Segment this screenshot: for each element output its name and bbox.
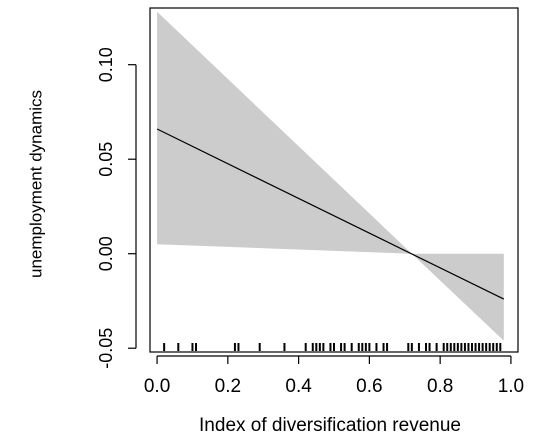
fitted-line-0: [156, 128, 505, 300]
rug-layer: [163, 343, 502, 351]
y-tick-label-0: -0.05: [96, 328, 116, 369]
x-tick-label-5: 1.0: [498, 376, 524, 397]
x-tick-label-0: 0.0: [144, 376, 170, 397]
y-tick-label-3: 0.10: [96, 47, 116, 82]
plot-box: [149, 7, 519, 353]
x-tick-label-4: 0.8: [427, 376, 453, 397]
ticks-layer: 0.0 0.2 0.4 0.6 0.8 1.0 -0.05 0.00 0.05 0.10: [96, 47, 524, 397]
y-tick-label-1: 0.00: [96, 236, 116, 271]
axes-layer: [135, 7, 519, 357]
y-tick-label-2: 0.05: [96, 142, 116, 177]
x-tick-label-2: 0.4: [285, 376, 312, 397]
fitted-line-layer: [156, 128, 505, 300]
y-axis-label: unemployment dynamics: [27, 90, 46, 278]
confidence-band-layer: [157, 11, 504, 341]
x-tick-label-3: 0.6: [356, 376, 382, 397]
confidence-band: [157, 11, 504, 341]
x-axis-label: Index of diversification revenue: [199, 415, 461, 436]
x-tick-label-1: 0.2: [215, 376, 241, 397]
